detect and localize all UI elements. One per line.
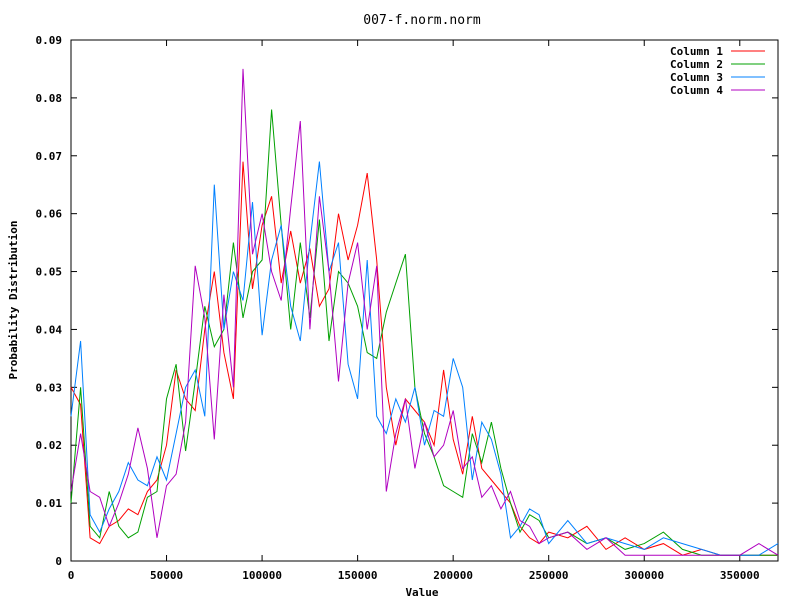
y-tick-label: 0.08 xyxy=(36,92,63,105)
series-line-2 xyxy=(70,109,778,556)
y-axis-label: Probability Distribution xyxy=(7,221,20,380)
y-tick-label: 0.01 xyxy=(36,497,63,510)
series-line-1 xyxy=(70,161,778,556)
x-tick-label: 0 xyxy=(68,569,75,582)
x-tick-label: 100000 xyxy=(242,569,282,582)
legend-label: Column 4 xyxy=(670,84,723,97)
plot-frame xyxy=(70,39,779,562)
x-axis-label: Value xyxy=(405,586,438,599)
x-tick-label: 50000 xyxy=(150,569,183,582)
legend-label: Column 2 xyxy=(670,58,723,71)
y-tick-label: 0.02 xyxy=(36,439,63,452)
legend-label: Column 1 xyxy=(670,45,723,58)
x-tick-label: 250000 xyxy=(529,569,569,582)
series-line-4 xyxy=(70,68,779,556)
y-tick-label: 0 xyxy=(55,555,62,568)
y-tick-label: 0.05 xyxy=(36,266,63,279)
legend-label: Column 3 xyxy=(670,71,723,84)
x-tick-label: 350000 xyxy=(720,569,760,582)
x-tick-label: 150000 xyxy=(338,569,378,582)
y-tick-label: 0.06 xyxy=(36,208,63,221)
series-line-3 xyxy=(70,161,779,556)
x-tick-label: 200000 xyxy=(433,569,473,582)
y-tick-label: 0.03 xyxy=(36,381,63,394)
y-tick-label: 0.07 xyxy=(36,150,63,163)
chart-title: 007-f.norm.norm xyxy=(363,13,481,28)
y-tick-label: 0.04 xyxy=(36,323,63,336)
x-tick-label: 300000 xyxy=(624,569,664,582)
y-tick-label: 0.09 xyxy=(36,34,63,47)
